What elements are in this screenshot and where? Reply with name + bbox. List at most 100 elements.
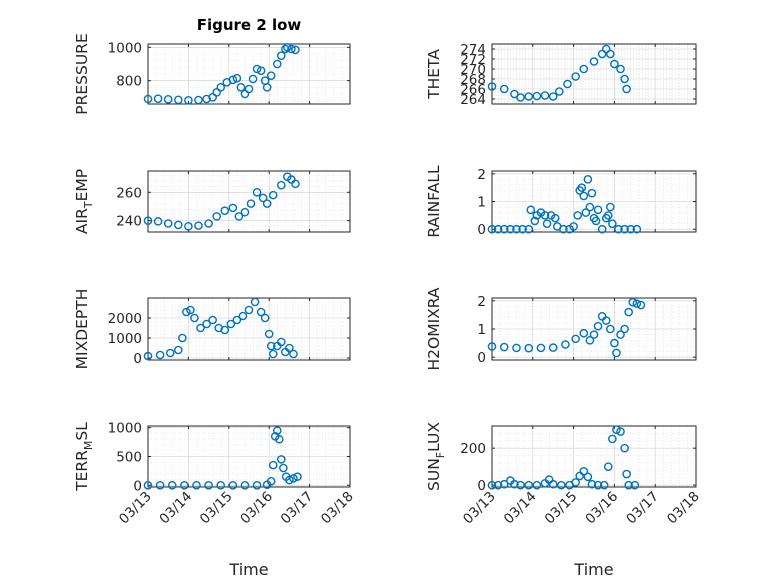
data-point [526, 205, 536, 215]
data-point [153, 94, 163, 103]
x-axis-label: Time [228, 560, 268, 579]
data-point [260, 313, 270, 323]
axes-border [491, 170, 697, 233]
data-point [248, 74, 258, 84]
data-point [548, 343, 558, 352]
data-point [167, 480, 177, 490]
data-point [597, 49, 607, 59]
data-point [559, 224, 568, 234]
data-point [228, 75, 238, 85]
data-point [272, 59, 282, 69]
data-point [228, 203, 238, 213]
data-point [608, 434, 617, 444]
data-point [624, 480, 633, 490]
y-tick-label: 800 [116, 74, 142, 90]
data-point [499, 342, 509, 352]
y-tick-label: 1000 [108, 40, 142, 56]
data-point [281, 44, 290, 54]
y-tick-label: 500 [116, 450, 142, 466]
data-point [228, 480, 238, 490]
data-point [289, 474, 298, 483]
data-point [581, 208, 591, 217]
data-point [632, 224, 642, 234]
data-point [291, 179, 300, 189]
y-axis-label: THETA [425, 49, 443, 100]
subplot-air-temp: 240 260 AIRTEMP [73, 169, 351, 234]
x-tick-label: 03/18 [318, 489, 357, 528]
x-tick-label: 03/15 [197, 489, 236, 528]
data-point [493, 480, 503, 490]
data-point [180, 480, 189, 490]
data-point [291, 45, 300, 55]
data-point [593, 480, 603, 490]
data-point [614, 224, 623, 234]
data-point [236, 83, 246, 92]
data-point [587, 188, 597, 198]
y-axis-label: RAINFALL [425, 165, 443, 238]
data-point [557, 480, 566, 490]
data-point [163, 95, 173, 104]
data-point [190, 313, 199, 323]
x-tick-label: 03/17 [278, 489, 317, 528]
data-point [499, 84, 509, 94]
x-tick-label: 03/14 [501, 489, 540, 528]
data-point [616, 427, 625, 436]
data-point [516, 93, 525, 102]
y-tick-label: 272 [460, 52, 486, 68]
data-point [612, 348, 621, 358]
data-point [173, 220, 183, 230]
y-tick-label: 0 [477, 222, 486, 238]
data-point [244, 84, 254, 94]
data-point [173, 95, 183, 105]
x-tick-label: 03/13 [116, 489, 155, 528]
subplot-mixdepth: 0 1000 2000 MIXDEPTH [73, 289, 351, 369]
data-point [548, 479, 558, 489]
data-point [487, 82, 497, 91]
subplot-h2omixra: 0 1 2 H2OMIXRA [425, 287, 697, 371]
axes-border [147, 170, 351, 233]
subplot-pressure: 800 1000 PRESSURE Figure 2 low [73, 16, 351, 115]
x-tick-label: 03/16 [582, 489, 621, 528]
data-point [563, 79, 572, 89]
data-point [272, 426, 282, 435]
axes-border [147, 297, 351, 361]
data-point [512, 224, 521, 234]
data-point [204, 219, 213, 228]
data-point [579, 191, 589, 201]
data-point [184, 222, 193, 231]
x-tick-label: 03/14 [156, 489, 195, 528]
data-point [163, 219, 173, 228]
data-point [524, 92, 534, 101]
y-tick-label: 268 [460, 72, 486, 88]
data-point [599, 480, 609, 490]
data-point [632, 299, 642, 308]
x-tick-label: 03/13 [460, 489, 499, 528]
data-point [240, 480, 250, 490]
data-point [194, 95, 203, 105]
data-point [266, 71, 276, 80]
data-point [143, 480, 153, 490]
data-point [155, 350, 165, 360]
data-point [192, 480, 201, 490]
data-point [252, 64, 262, 74]
axes-box [147, 297, 351, 361]
data-point [287, 44, 296, 54]
y-tick-label: 0 [477, 350, 486, 366]
data-point [212, 212, 221, 221]
y-tick-label: 266 [460, 82, 486, 98]
y-tick-label: 1000 [108, 331, 142, 347]
y-tick-label: 0 [133, 478, 142, 494]
x-axis-label: Time [573, 560, 613, 579]
data-point [585, 335, 595, 345]
data-point [258, 193, 268, 203]
data-point [268, 349, 278, 359]
y-tick-label: 1 [477, 322, 486, 338]
y-tick-label: 260 [116, 185, 142, 201]
data-point [593, 321, 603, 331]
data-point [487, 224, 497, 234]
data-point [606, 202, 615, 212]
y-axis-label: H2OMIXRA [425, 287, 443, 370]
data-point [583, 472, 593, 482]
data-point [555, 87, 564, 96]
x-tick-label: 03/15 [542, 489, 581, 528]
